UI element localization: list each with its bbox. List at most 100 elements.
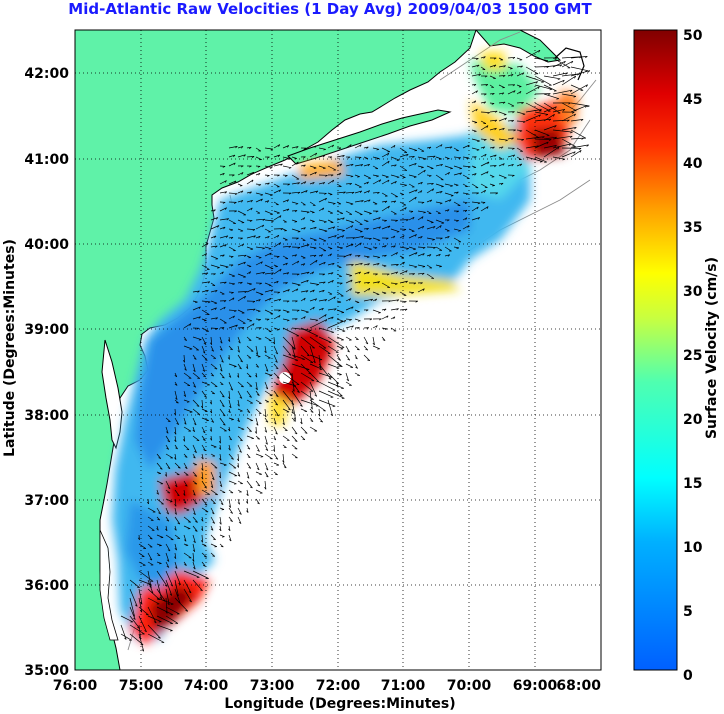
velocity-vector-head <box>167 420 171 423</box>
velocity-vector <box>570 66 588 72</box>
y-axis-label: Latitude (Degrees:Minutes) <box>2 239 18 457</box>
velocity-vector-head <box>312 306 315 310</box>
velocity-vector-head <box>365 342 369 345</box>
velocity-vector <box>417 216 424 221</box>
velocity-vector <box>327 308 337 311</box>
velocity-vector <box>363 298 373 302</box>
velocity-vector <box>363 219 369 222</box>
velocity-vector <box>300 345 310 357</box>
velocity-vector <box>219 363 223 372</box>
velocity-vector <box>246 507 249 513</box>
velocity-vector <box>228 146 238 149</box>
velocity-vector-head <box>192 549 195 552</box>
velocity-vector <box>327 192 333 195</box>
velocity-vector-head <box>361 200 364 203</box>
velocity-vector <box>498 117 507 122</box>
velocity-vector-head <box>225 235 229 238</box>
y-tick-label: 35:00 <box>24 663 69 679</box>
velocity-vector <box>309 399 326 412</box>
velocity-vector-head <box>511 120 514 123</box>
y-tick-label: 37:00 <box>24 493 69 509</box>
velocity-vector <box>318 261 326 266</box>
velocity-vector-head <box>296 309 300 312</box>
velocity-vector <box>282 145 289 149</box>
velocity-vector-head <box>334 308 337 311</box>
chart-title: Mid-Atlantic Raw Velocities (1 Day Avg) … <box>68 0 592 18</box>
velocity-vector <box>174 561 178 569</box>
velocity-vector-head <box>231 458 234 460</box>
velocity-vector <box>552 135 573 140</box>
velocity-vector-head <box>227 339 231 342</box>
velocity-vector <box>345 174 354 177</box>
velocity-vector <box>498 111 507 115</box>
velocity-vector-head <box>585 56 588 59</box>
velocity-vector <box>543 145 557 149</box>
velocity-vector <box>318 381 336 391</box>
velocity-vector <box>165 543 171 552</box>
velocity-vector-head <box>306 211 310 214</box>
velocity-vector-head <box>232 174 235 177</box>
velocity-vector <box>228 435 232 441</box>
velocity-vector-head <box>494 154 497 158</box>
velocity-vector-head <box>209 429 212 432</box>
velocity-vector <box>435 264 442 267</box>
velocity-vector-head <box>330 174 334 177</box>
velocity-vector <box>408 147 418 151</box>
velocity-vector-head <box>413 176 417 178</box>
velocity-vector <box>498 84 505 89</box>
velocity-vector-head <box>215 290 218 293</box>
velocity-vector-head <box>347 156 351 159</box>
velocity-vector-head <box>484 154 487 157</box>
velocity-vector <box>210 444 217 448</box>
velocity-vector-head <box>230 348 233 351</box>
velocity-vector <box>255 417 259 426</box>
velocity-vector <box>309 282 319 285</box>
velocity-vector <box>174 417 180 425</box>
velocity-vector-head <box>313 254 317 257</box>
velocity-vector <box>309 237 317 241</box>
velocity-vector-head <box>230 264 234 267</box>
velocity-vector <box>192 498 198 505</box>
velocity-vector <box>354 200 364 203</box>
velocity-vector <box>264 471 269 478</box>
velocity-vector <box>336 228 345 231</box>
velocity-vector <box>498 138 508 141</box>
velocity-vector <box>309 372 320 383</box>
velocity-vector <box>183 480 188 487</box>
velocity-vector-head <box>224 180 227 183</box>
velocity-vector-head <box>260 198 263 202</box>
velocity-vector-head <box>228 448 231 451</box>
velocity-vector <box>201 336 207 345</box>
velocity-vector <box>282 444 287 448</box>
velocity-vector <box>300 244 310 248</box>
velocity-vector-head <box>414 266 418 268</box>
velocity-vector <box>273 280 279 284</box>
velocity-vector-head <box>277 174 280 177</box>
velocity-vector <box>264 282 272 286</box>
velocity-vector <box>138 570 154 582</box>
velocity-vector <box>264 480 267 490</box>
velocity-vector-head <box>257 310 261 313</box>
velocity-vector-head <box>562 79 565 83</box>
velocity-vector <box>237 444 242 453</box>
velocity-vector-head <box>250 207 253 211</box>
velocity-vector <box>228 309 237 312</box>
velocity-vector-head <box>347 358 350 361</box>
velocity-vector <box>399 153 409 158</box>
velocity-vector <box>291 336 296 350</box>
velocity-vector <box>453 165 462 169</box>
velocity-vector <box>183 390 187 397</box>
velocity-vector <box>264 462 269 471</box>
velocity-vector <box>480 161 490 167</box>
x-tick-label: 75:00 <box>119 678 164 694</box>
velocity-vector <box>345 298 351 302</box>
velocity-vector <box>291 210 298 212</box>
velocity-vector <box>192 435 200 441</box>
velocity-vector <box>300 316 306 320</box>
velocity-vector-head <box>432 188 435 192</box>
velocity-vector <box>210 417 214 423</box>
velocity-vector <box>273 453 279 460</box>
velocity-vector-head <box>213 273 216 276</box>
velocity-vector-head <box>177 467 181 469</box>
velocity-vector-head <box>156 528 159 531</box>
